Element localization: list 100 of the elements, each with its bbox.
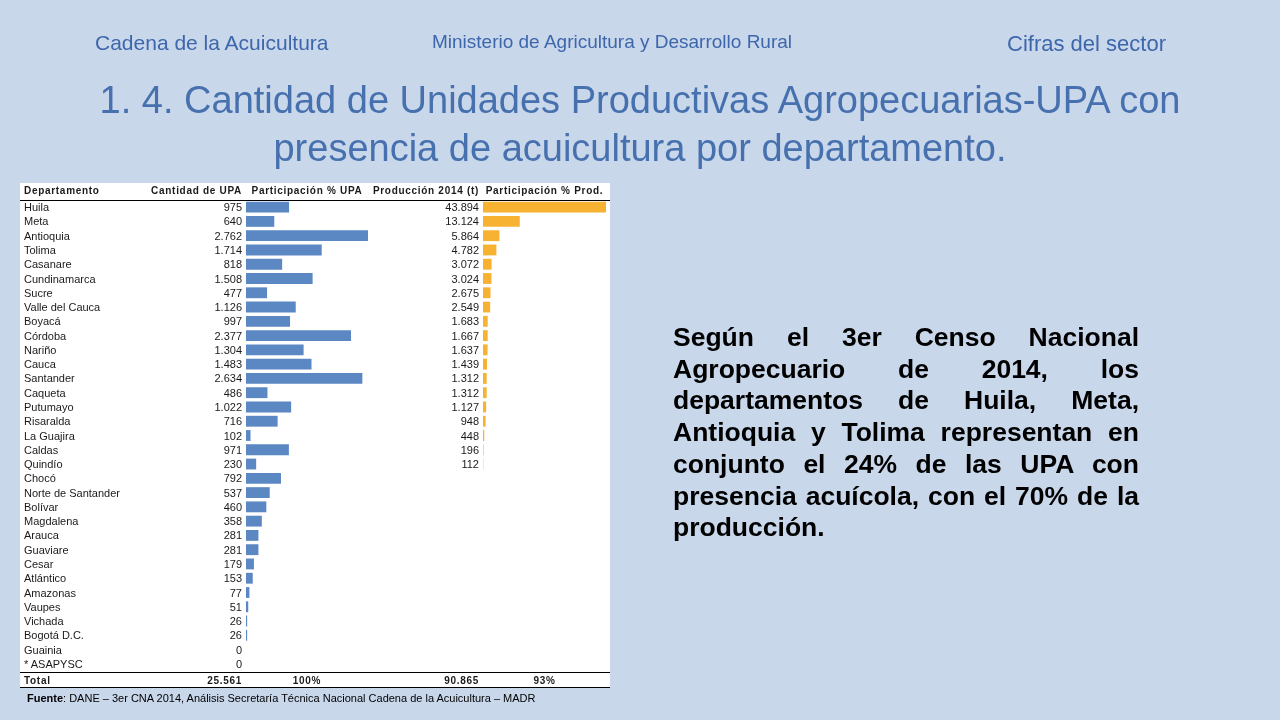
x-axis-title: Participación % Prod. xyxy=(485,185,604,196)
bar xyxy=(246,487,270,499)
y-tick-label: Vichada xyxy=(24,615,65,628)
data-label: 1.667 xyxy=(451,329,479,342)
bar xyxy=(483,415,486,427)
y-axis-title: Departamento xyxy=(24,185,100,196)
bar xyxy=(483,387,487,399)
text: 1. 4. Cantidad de Unidades Productivas Agropecuarias-UPA con presencia de acuicultura por departamento. xyxy=(98,78,1182,171)
bar xyxy=(246,572,253,584)
data-label: 792 xyxy=(223,472,242,485)
bar xyxy=(483,287,491,299)
data-label: 5.864 xyxy=(451,229,479,242)
y-tick-label: Antioquia xyxy=(24,229,71,242)
data-label: 948 xyxy=(460,415,479,428)
bar xyxy=(483,201,606,213)
bar xyxy=(483,344,488,356)
bar xyxy=(246,444,289,456)
data-label: 1.483 xyxy=(214,358,242,371)
data-label: 2.377 xyxy=(214,329,242,342)
bar xyxy=(246,515,262,527)
data-label: 3.024 xyxy=(451,272,479,285)
bar xyxy=(483,215,520,227)
data-label: 1.312 xyxy=(451,372,479,385)
y-tick-label: Valle del Cauca xyxy=(24,301,102,314)
data-label: 112 xyxy=(461,458,479,471)
data-label: 1.022 xyxy=(214,400,242,413)
bar xyxy=(246,330,351,342)
data-label: 26 xyxy=(229,629,242,642)
y-tick-label: Córdoba xyxy=(24,329,68,342)
bar xyxy=(483,372,487,384)
data-label: 975 xyxy=(223,201,242,214)
data-label: 716 xyxy=(223,415,242,428)
bar xyxy=(246,372,363,384)
bar xyxy=(246,544,259,556)
y-tick-label: Bogotá D.C. xyxy=(24,629,84,642)
bar xyxy=(483,273,492,284)
data-label: 818 xyxy=(223,258,242,271)
y-tick-label: Chocó xyxy=(24,472,56,485)
data-label: 281 xyxy=(223,543,242,556)
y-tick-label: Putumayo xyxy=(24,400,74,413)
y-tick-label: Guaviare xyxy=(24,543,69,556)
y-tick-label: Cesar xyxy=(24,557,54,570)
data-label: 1.637 xyxy=(451,343,479,356)
y-tick-label: Guainia xyxy=(24,643,63,656)
data-label: 358 xyxy=(223,515,242,528)
y-tick-label: Boyacá xyxy=(24,315,62,328)
data-label: 460 xyxy=(223,500,242,513)
bar xyxy=(246,558,254,570)
bar xyxy=(246,401,292,413)
y-tick-label: Norte de Santander xyxy=(24,486,121,499)
data-label: 43.894 xyxy=(445,201,479,214)
y-tick-label: Bolívar xyxy=(24,500,59,513)
data-label: 26 xyxy=(229,615,242,628)
data-label: 537 xyxy=(223,486,242,499)
data-label: 102 xyxy=(223,429,242,442)
data-label: 230 xyxy=(223,458,242,471)
data-label: 196 xyxy=(460,443,479,456)
data-label: 77 xyxy=(229,586,242,599)
bar xyxy=(246,344,304,356)
data-label: 0 xyxy=(235,657,242,670)
text: Cantidad de UPA xyxy=(151,185,242,196)
text: 25.561 xyxy=(207,675,242,686)
text: 93% xyxy=(533,675,556,686)
y-tick-label: Nariño xyxy=(24,343,57,356)
bar xyxy=(246,315,291,327)
text: Según el 3er Censo Nacional Agropecuario de 2014, los departamentos de Huila, Meta, Antioquia y Tolima representan en conjunto el 24% de las UPA con presencia acuícola, con el 70% de la producción. xyxy=(673,322,1139,544)
bar xyxy=(246,301,296,313)
bar xyxy=(483,358,488,370)
data-label: 13.124 xyxy=(445,215,479,228)
y-tick-label: Magdalena xyxy=(24,515,80,528)
text: Producción 2014 (t) xyxy=(372,185,479,196)
bar xyxy=(483,244,497,256)
x-axis-title: Participación % UPA xyxy=(251,185,363,196)
bar xyxy=(246,258,283,270)
y-tick-label: Huila xyxy=(24,201,50,214)
y-tick-label: Cauca xyxy=(24,358,57,371)
bar xyxy=(483,315,488,327)
data-label: 1.508 xyxy=(214,272,242,285)
data-label: 997 xyxy=(223,315,242,328)
bar xyxy=(246,230,368,242)
bar xyxy=(483,301,491,313)
y-tick-label: Meta xyxy=(24,215,50,228)
data-label: 971 xyxy=(223,443,242,456)
bar xyxy=(246,244,322,256)
bar xyxy=(246,430,251,441)
data-label: 179 xyxy=(223,557,242,570)
data-label: 153 xyxy=(223,572,242,585)
data-label: 51 xyxy=(229,600,242,613)
data-label: 477 xyxy=(223,286,242,299)
bar xyxy=(483,258,492,270)
y-tick-label: Quindío xyxy=(24,458,63,471)
data-label: 3.072 xyxy=(451,258,479,271)
data-label: 0 xyxy=(235,643,242,656)
y-tick-label: Arauca xyxy=(24,529,60,542)
y-tick-label: Amazonas xyxy=(24,586,77,599)
bar xyxy=(246,472,281,484)
data-label: 2.762 xyxy=(214,229,242,242)
y-tick-label: Risaralda xyxy=(24,415,72,428)
data-label: 640 xyxy=(223,215,242,228)
bar xyxy=(483,230,500,242)
